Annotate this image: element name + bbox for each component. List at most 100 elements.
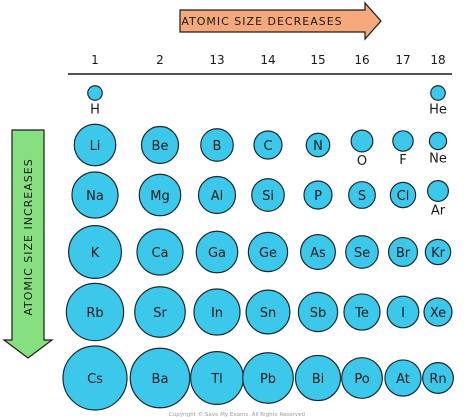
copyright-text: Copyright © Save My Exams. All Rights Re… (169, 411, 305, 418)
element-symbol: Bi (312, 372, 325, 387)
decrease-arrow-shape (179, 1, 382, 41)
atom-br: Br (387, 236, 419, 268)
element-symbol: Ba (152, 372, 169, 387)
element-symbol: Ge (259, 246, 277, 261)
element-symbol: S (358, 189, 366, 204)
atom-h: H (87, 85, 103, 117)
atom-circle (424, 238, 452, 266)
element-symbol: Sn (260, 306, 277, 321)
group-label-2: 2 (156, 53, 164, 67)
atom-circle (193, 288, 241, 336)
atom-mg: Mg (138, 173, 182, 217)
atom-circle (140, 125, 180, 165)
atom-f: F (392, 130, 414, 168)
atom-circle (386, 295, 420, 329)
atom-circle (427, 180, 450, 203)
element-symbol: Sr (153, 306, 167, 321)
atom-circle (245, 289, 291, 335)
atoms: H He Li Be B C N O F Ne Na Mg Al Si P S Cl Ar K Ca Ga Ge As Se B… (62, 85, 454, 411)
element-symbol: H (90, 102, 100, 117)
atom-se: Se (345, 235, 379, 269)
element-symbol: Br (396, 246, 411, 261)
atom-s: S (348, 181, 376, 209)
group-label-15: 15 (310, 53, 325, 67)
element-symbol: Sb (310, 306, 327, 321)
atom-he: He (429, 85, 447, 117)
atom-at: At (384, 359, 422, 397)
element-symbol: Xe (430, 306, 446, 321)
element-symbol: Na (86, 189, 104, 204)
atom-sb: Sb (297, 291, 339, 333)
element-symbol: Ga (208, 246, 226, 261)
atom-circle (300, 234, 336, 270)
atom-circle (348, 181, 376, 209)
atom-circle (68, 225, 122, 279)
atom-circle (297, 291, 339, 333)
element-symbol: Cl (397, 189, 410, 204)
element-symbol: Si (262, 189, 274, 204)
increase-arrow-label: ATOMIC SIZE INCREASES (22, 158, 35, 315)
atom-circle (430, 85, 446, 101)
group-label-13: 13 (209, 53, 224, 67)
atom-k: K (68, 225, 122, 279)
atom-circle (62, 345, 128, 411)
group-label-18: 18 (430, 53, 445, 67)
element-symbol: Rb (86, 306, 103, 321)
atom-si: Si (251, 178, 285, 212)
atom-circle (428, 131, 448, 151)
element-symbol: Pb (260, 372, 276, 387)
increase-arrow-shape (2, 129, 54, 359)
element-symbol: He (429, 102, 447, 117)
atom-i: I (386, 295, 420, 329)
group-labels: 1 2 13 14 15 16 17 18 (91, 53, 445, 67)
atom-circle (242, 352, 294, 404)
element-symbol: Ne (429, 152, 447, 167)
element-symbol: Al (211, 189, 224, 204)
atom-bi: Bi (294, 354, 342, 402)
atom-circle (195, 230, 239, 274)
atom-al: Al (197, 175, 237, 215)
atom-po: Po (341, 357, 383, 399)
atom-circle (134, 286, 186, 338)
atom-circle (350, 129, 374, 153)
atom-circle (247, 231, 289, 273)
group-label-1: 1 (91, 53, 99, 67)
element-symbol: As (310, 246, 326, 261)
atom-circle (305, 132, 331, 158)
element-symbol: F (399, 153, 406, 168)
atom-circle (200, 128, 234, 162)
atom-circle (294, 354, 342, 402)
atom-circle (392, 130, 414, 152)
element-symbol: N (313, 139, 323, 154)
element-symbol: K (91, 246, 100, 261)
atom-circle (389, 181, 417, 209)
element-symbol: I (401, 306, 405, 321)
atom-as: As (300, 234, 336, 270)
atom-cs: Cs (62, 345, 128, 411)
element-symbol: C (263, 139, 272, 154)
atom-ba: Ba (129, 347, 191, 409)
element-symbol: Li (90, 139, 101, 154)
atom-circle (251, 178, 285, 212)
atom-circle (343, 293, 381, 331)
atom-circle (136, 228, 184, 276)
atom-pb: Pb (242, 352, 294, 404)
atom-ga: Ga (195, 230, 239, 274)
atom-kr: Kr (424, 238, 452, 266)
group-label-14: 14 (260, 53, 275, 67)
atom-circle (87, 85, 103, 101)
element-symbol: Rn (429, 372, 446, 387)
atom-o: O (350, 129, 374, 169)
element-symbol: P (314, 189, 322, 204)
element-symbol: O (357, 154, 367, 169)
atom-n: N (305, 132, 331, 158)
atom-in: In (193, 288, 241, 336)
atom-xe: Xe (423, 297, 453, 327)
atom-rb: Rb (65, 282, 125, 342)
atom-li: Li (73, 123, 117, 167)
atom-circle (197, 175, 237, 215)
atom-ca: Ca (136, 228, 184, 276)
element-symbol: Kr (431, 246, 446, 261)
group-label-17: 17 (395, 53, 410, 67)
